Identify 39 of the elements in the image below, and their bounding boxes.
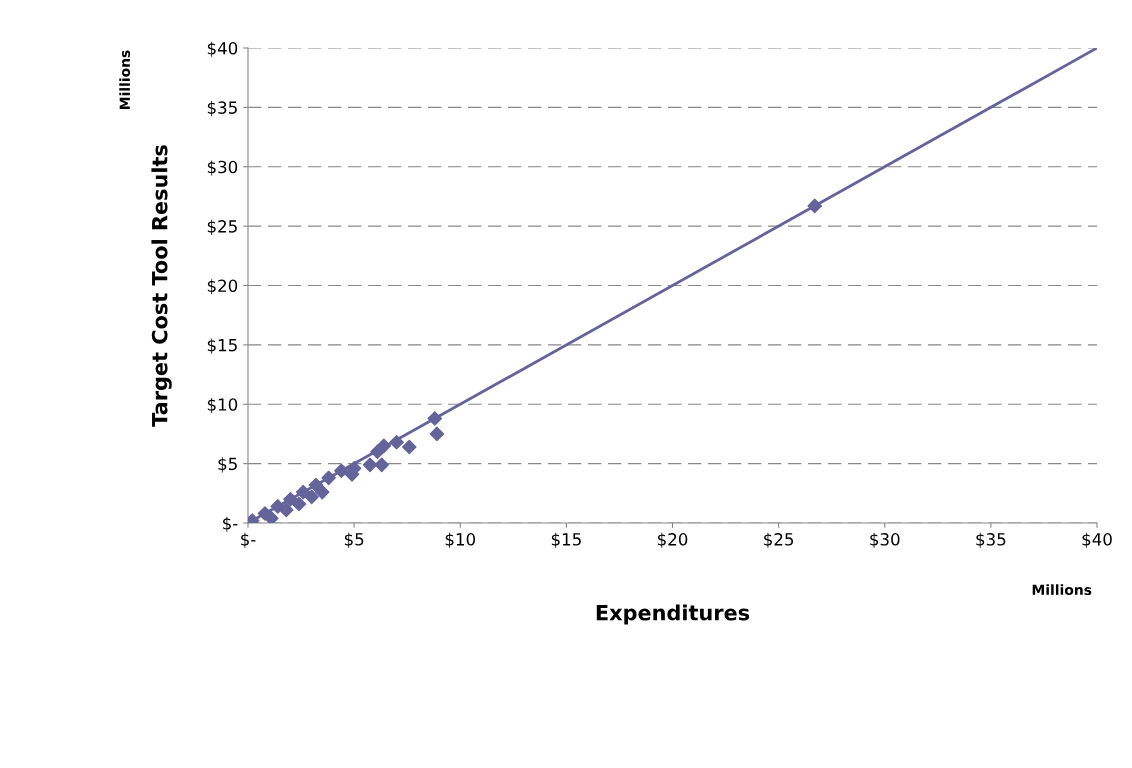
point: [264, 510, 279, 523]
point: [334, 463, 349, 479]
point: [315, 484, 330, 500]
x-tick-label: $25: [764, 532, 794, 548]
text: Millions: [119, 50, 131, 109]
point: [807, 198, 822, 214]
y-tick-label: $35: [207, 101, 237, 117]
point: [374, 457, 390, 473]
point: [429, 426, 445, 442]
y-tick-label: $10: [207, 397, 238, 414]
x-tick-label: $40: [1082, 532, 1112, 548]
x-tick-label: $10: [445, 532, 476, 548]
point: [283, 491, 298, 507]
y-tick-label: $20: [207, 279, 238, 295]
point: [295, 484, 311, 500]
point: [321, 470, 336, 486]
x-tick-label: $20: [657, 532, 688, 548]
point: [362, 457, 378, 473]
x-tick-label: $5: [344, 532, 364, 548]
y-axis-title: Target Cost Tool Results: [151, 145, 172, 427]
text: Millions: [1032, 584, 1092, 596]
x-tick-label: $15: [551, 532, 581, 548]
y-tick-label: $40: [207, 41, 238, 57]
point: [402, 439, 417, 455]
x-tick-label: $-: [241, 532, 256, 548]
y-tick-label: $30: [207, 160, 238, 176]
x-tick-label: $30: [870, 532, 900, 548]
point: [304, 489, 319, 505]
y-tick-label: $25: [207, 219, 237, 235]
y-tick-label: $-: [223, 516, 238, 532]
x-axis-title: Expenditures: [596, 604, 750, 625]
y-tick-label: $5: [218, 457, 237, 473]
point: [427, 411, 443, 426]
point: [376, 438, 392, 454]
point: [291, 496, 307, 512]
y-tick-label: $15: [207, 338, 237, 354]
x-tick-label: $35: [976, 532, 1006, 548]
point: [278, 502, 294, 518]
point: [389, 434, 404, 450]
